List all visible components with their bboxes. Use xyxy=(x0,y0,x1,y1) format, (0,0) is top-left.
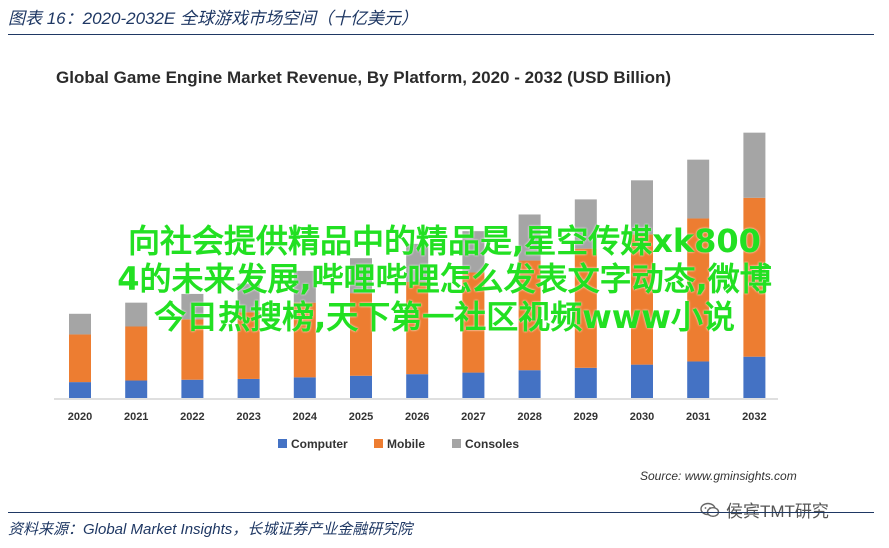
bar-mobile-2023 xyxy=(237,312,260,379)
wechat-icon xyxy=(700,502,720,517)
bar-consoles-2028 xyxy=(518,214,541,261)
bar-mobile-2022 xyxy=(181,319,204,380)
bar-computer-2031 xyxy=(687,361,710,398)
legend-swatch-computer xyxy=(278,439,287,448)
bar-consoles-2022 xyxy=(181,293,204,320)
bar-computer-2022 xyxy=(181,379,204,398)
bar-consoles-2023 xyxy=(237,283,260,313)
bar-computer-2025 xyxy=(350,375,372,398)
bar-computer-2020 xyxy=(69,382,91,398)
bar-consoles-2026 xyxy=(406,243,429,283)
bar-consoles-2029 xyxy=(574,199,597,249)
x-tick-labels: 2020 2021 2022 2023 2024 2025 2026 2027 2028 2029… xyxy=(68,411,767,423)
x-tick-label: 2030 xyxy=(630,411,654,423)
legend-label-mobile: Mobile xyxy=(387,437,425,451)
x-tick-label: 2026 xyxy=(405,411,429,423)
overlay-line-3: 今日热搜榜,天下第一社区视频www小说 xyxy=(154,298,735,336)
bar-mobile-2031 xyxy=(687,218,710,362)
x-tick-label: 2025 xyxy=(349,411,373,423)
overlay-text: 向社会提供精品中的精品是,星空传媒xk800 4的未来发展,哔哩哔哩怎么发表文字… xyxy=(0,222,889,336)
x-tick-label: 2028 xyxy=(517,411,541,423)
bar-consoles-2025 xyxy=(350,258,372,294)
bar-computer-2032 xyxy=(743,356,766,398)
bar-consoles-2020 xyxy=(69,313,91,335)
legend-swatch-mobile xyxy=(374,439,383,448)
legend: Computer Mobile Consoles xyxy=(278,437,519,451)
bar-mobile-2029 xyxy=(574,248,597,368)
chart-source-note: Source: www.gminsights.com xyxy=(640,469,797,483)
bar-group xyxy=(69,132,766,398)
bar-mobile-2030 xyxy=(631,234,653,365)
chart-title: Global Game Engine Market Revenue, By Pl… xyxy=(56,68,672,87)
bar-computer-2021 xyxy=(125,380,148,398)
bar-computer-2030 xyxy=(631,364,653,398)
legend-label-computer: Computer xyxy=(291,437,348,451)
bar-computer-2028 xyxy=(518,370,541,398)
bar-consoles-2031 xyxy=(687,159,710,219)
bar-mobile-2021 xyxy=(125,326,148,381)
legend-label-consoles: Consoles xyxy=(465,437,519,451)
bar-consoles-2032 xyxy=(743,132,766,198)
x-tick-label: 2020 xyxy=(68,411,92,423)
x-tick-label: 2032 xyxy=(742,411,766,423)
watermark-text: 侯宾TMT研究 xyxy=(726,502,829,521)
legend-swatch-consoles xyxy=(452,439,461,448)
bar-mobile-2032 xyxy=(743,197,766,357)
bar-computer-2023 xyxy=(237,378,260,398)
x-tick-label: 2027 xyxy=(461,411,485,423)
bar-computer-2027 xyxy=(462,372,485,398)
x-tick-label: 2031 xyxy=(686,411,710,423)
watermark: 侯宾TMT研究 xyxy=(700,497,829,522)
bar-mobile-2026 xyxy=(406,282,429,375)
bar-computer-2026 xyxy=(406,374,429,398)
bar-computer-2029 xyxy=(574,367,597,398)
figure-title: 图表 16：2020-2032E 全球游戏市场空间（十亿美元） xyxy=(8,9,418,28)
x-tick-label: 2029 xyxy=(574,411,598,423)
bar-consoles-2021 xyxy=(125,302,148,327)
x-tick-label: 2024 xyxy=(293,411,318,423)
x-tick-label: 2021 xyxy=(124,411,148,423)
top-rule xyxy=(8,34,874,35)
bar-mobile-2024 xyxy=(293,302,316,378)
bar-consoles-2030 xyxy=(631,180,653,235)
bar-consoles-2024 xyxy=(293,270,316,303)
bar-mobile-2028 xyxy=(518,260,541,371)
bar-mobile-2027 xyxy=(462,272,485,373)
footer-source: 资料来源：Global Market Insights，长城证券产业金融研究院 xyxy=(8,521,413,538)
overlay-line-2: 4的未来发展,哔哩哔哩怎么发表文字动态,微博 xyxy=(117,260,772,298)
bar-mobile-2020 xyxy=(69,334,91,383)
overlay-line-1: 向社会提供精品中的精品是,星空传媒xk800 xyxy=(128,222,761,260)
bar-computer-2024 xyxy=(293,377,316,398)
x-tick-label: 2023 xyxy=(236,411,260,423)
x-tick-label: 2022 xyxy=(180,411,204,423)
bottom-rule xyxy=(8,512,874,513)
bar-mobile-2025 xyxy=(350,293,372,376)
bar-consoles-2027 xyxy=(462,231,485,273)
